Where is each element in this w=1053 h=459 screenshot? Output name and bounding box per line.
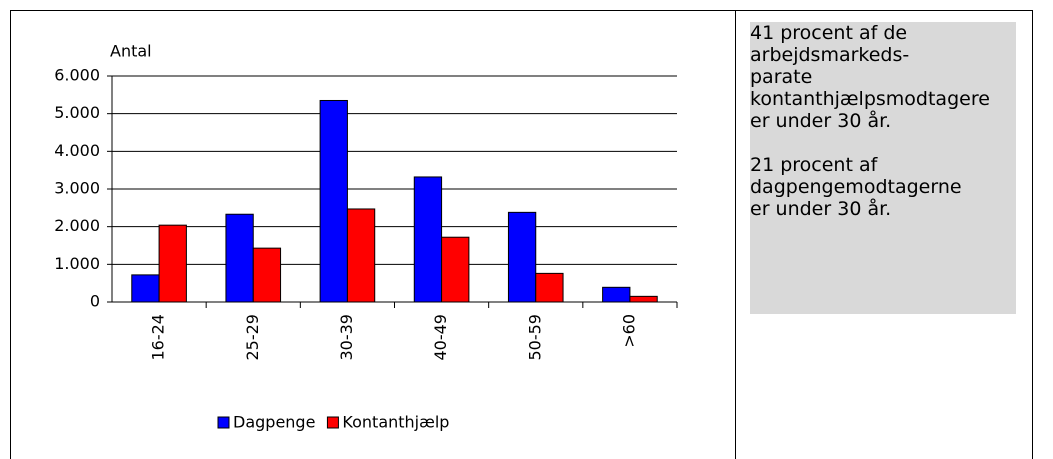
x-tick-label: 16-24: [149, 314, 168, 361]
x-tick-label: 25-29: [243, 314, 262, 361]
bar: [535, 272, 564, 303]
text-line: arbejdsmarkeds-: [750, 44, 910, 66]
y-tick-label: 1.000: [54, 254, 100, 273]
x-tick-label: 50-59: [525, 314, 544, 361]
bar: [319, 99, 348, 303]
bar: [158, 224, 187, 303]
text-line: er under 30 år.: [750, 110, 892, 132]
y-tick-label: 2.000: [54, 216, 100, 235]
bar: [441, 236, 470, 303]
bar: [413, 176, 443, 303]
legend-label: Dagpenge: [233, 413, 315, 432]
text-line: 41 procent af de: [750, 22, 908, 44]
y-tick-label: 3.000: [54, 179, 100, 198]
bar: [225, 213, 254, 303]
text-line: er under 30 år.: [750, 198, 892, 220]
x-tick-label: 40-49: [431, 314, 450, 361]
text-line: 21 procent af: [750, 154, 878, 176]
bar: [507, 211, 537, 303]
legend-swatch: [326, 416, 339, 429]
text-box: 41 procent af de arbejdsmarkeds-parate kon…: [750, 22, 1016, 314]
y-axis-title: Antal: [110, 42, 152, 61]
bar: [252, 247, 282, 303]
legend-label: Kontanthjælp: [342, 413, 449, 432]
frame: [10, 10, 1033, 459]
bar: [629, 295, 658, 303]
y-tick-label: 4.000: [54, 141, 100, 160]
y-tick-label: 6.000: [54, 66, 100, 85]
bar: [131, 274, 160, 303]
paragraph: 21 procent af dagpengemodtagerne er under …: [750, 154, 1016, 220]
paragraph: 41 procent af de arbejdsmarkeds-parate kon…: [750, 22, 1016, 132]
x-tick-label: >60: [619, 314, 638, 348]
x-tick-label: 30-39: [337, 314, 356, 361]
legend-swatch: [217, 416, 230, 429]
bar: [602, 286, 631, 303]
text-line: dagpengemodtagerne: [750, 176, 962, 198]
text-line: kontanthjælpsmodtagere: [750, 88, 990, 110]
bar: [346, 208, 376, 303]
y-tick-label: 5.000: [54, 103, 100, 122]
text-line: parate: [750, 66, 813, 88]
y-tick-label: 0: [90, 292, 100, 311]
